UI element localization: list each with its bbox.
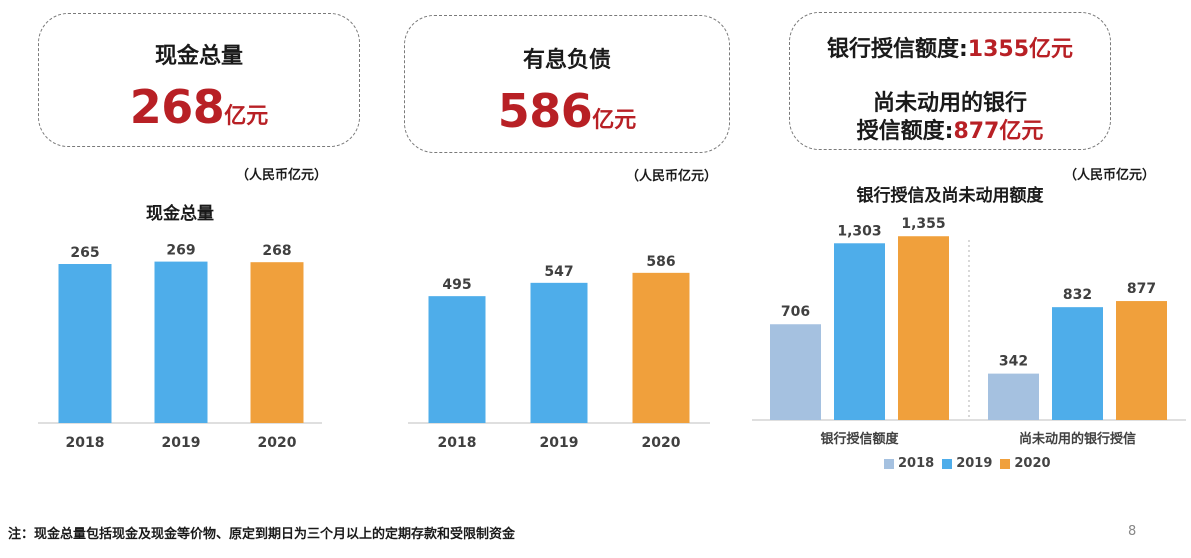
chart1-value-label-2020: 268 <box>262 243 291 259</box>
bank-credit-label: 银行授信额度: <box>826 37 968 62</box>
chart3-bar-0-2019 <box>834 243 885 420</box>
legend-item-2019: 2019 <box>942 456 992 471</box>
page-number: 8 <box>1128 524 1137 539</box>
chart3-legend: 2018 2019 2020 <box>884 456 1051 471</box>
chart3-bar-1-2018 <box>988 373 1039 420</box>
chart3-tick-label-1: 尚未动用的银行授信 <box>1019 431 1136 447</box>
chart2-value-label-2019: 547 <box>544 264 573 280</box>
unit-label-3: （人民币亿元） <box>1064 168 1156 183</box>
chart2-tick-label-2020: 2020 <box>642 435 681 451</box>
cash-total-number: 268 <box>129 80 225 134</box>
cash-total-card: 现金总量 268亿元 <box>38 13 360 147</box>
legend-swatch-2019 <box>942 458 953 469</box>
chart2-bar-2019 <box>530 282 588 423</box>
cash-total-title: 现金总量 <box>154 44 243 69</box>
chart2-tick-label-2018: 2018 <box>438 435 477 451</box>
chart3-value-label-0-2018: 706 <box>781 304 810 320</box>
unit-label-2: （人民币亿元） <box>626 169 718 184</box>
chart3-value-label-1-2018: 342 <box>999 354 1028 370</box>
cash-total-unit: 亿元 <box>224 104 269 129</box>
legend-label-2020: 2020 <box>1014 456 1051 471</box>
chart3-tick-label-0: 银行授信额度 <box>820 431 899 447</box>
chart3-bar-1-2019 <box>1052 307 1103 420</box>
chart3-bar-0-2020 <box>898 236 949 420</box>
legend-label-2018: 2018 <box>898 456 935 471</box>
legend-swatch-2018 <box>884 458 894 469</box>
chart1-tick-label-2020: 2020 <box>258 435 297 451</box>
interest-debt-value: 586亿元 <box>405 84 729 138</box>
chart2-bar-2018 <box>428 296 486 423</box>
chart3-value-label-0-2019: 1,303 <box>837 223 881 239</box>
chart2-value-label-2018: 495 <box>442 277 471 293</box>
interest-debt-number: 586 <box>497 84 593 138</box>
bank-credit-card: 银行授信额度:1355亿元 尚未动用的银行 授信额度:877亿元 <box>789 12 1111 150</box>
unused-credit-line3: 授信额度:877亿元 <box>790 113 1110 145</box>
chart3-value-label-1-2019: 832 <box>1063 287 1092 303</box>
chart3-bar-0-2018 <box>770 324 821 420</box>
chart3-value-label-1-2020: 877 <box>1127 281 1156 297</box>
chart3-value-label-0-2020: 1,355 <box>901 216 945 232</box>
unused-credit-line2: 尚未动用的银行 <box>872 91 1027 116</box>
legend-item-2018: 2018 <box>884 456 934 471</box>
chart2-tick-label-2019: 2019 <box>540 435 579 451</box>
bank-credit-value: 1355亿元 <box>967 37 1074 62</box>
interest-debt-unit: 亿元 <box>592 108 637 133</box>
chart1-value-label-2018: 265 <box>70 245 99 261</box>
unit-label-1: （人民币亿元） <box>236 168 328 183</box>
legend-item-2020: 2020 <box>1000 456 1051 471</box>
chart1-bar-2019 <box>154 261 208 423</box>
bank-credit-line1: 银行授信额度:1355亿元 <box>790 31 1110 63</box>
interest-debt-card: 有息负债 586亿元 <box>404 15 730 153</box>
chart1-bar-2020 <box>250 262 304 423</box>
chart1-value-label-2019: 269 <box>166 243 195 259</box>
unused-credit-value: 877亿元 <box>953 119 1044 144</box>
chart1-title: 现金总量 <box>146 204 214 224</box>
legend-swatch-2020 <box>1000 458 1011 469</box>
chart2-value-label-2020: 586 <box>646 254 675 270</box>
unused-credit-label: 授信额度: <box>856 119 954 144</box>
footnote: 注：现金总量包括现金及现金等价物、原定到期日为三个月以上的定期存款和受限制资金 <box>8 527 516 542</box>
chart2-bar-2020 <box>632 272 690 423</box>
legend-label-2019: 2019 <box>956 456 993 471</box>
chart3-title: 银行授信及尚未动用额度 <box>856 186 1044 206</box>
chart3-bar-1-2020 <box>1116 301 1167 420</box>
interest-debt-title: 有息负债 <box>522 48 611 73</box>
chart1-bar-2018 <box>58 264 112 423</box>
chart1-tick-label-2018: 2018 <box>66 435 105 451</box>
cash-total-value: 268亿元 <box>39 80 359 134</box>
chart1-tick-label-2019: 2019 <box>162 435 201 451</box>
